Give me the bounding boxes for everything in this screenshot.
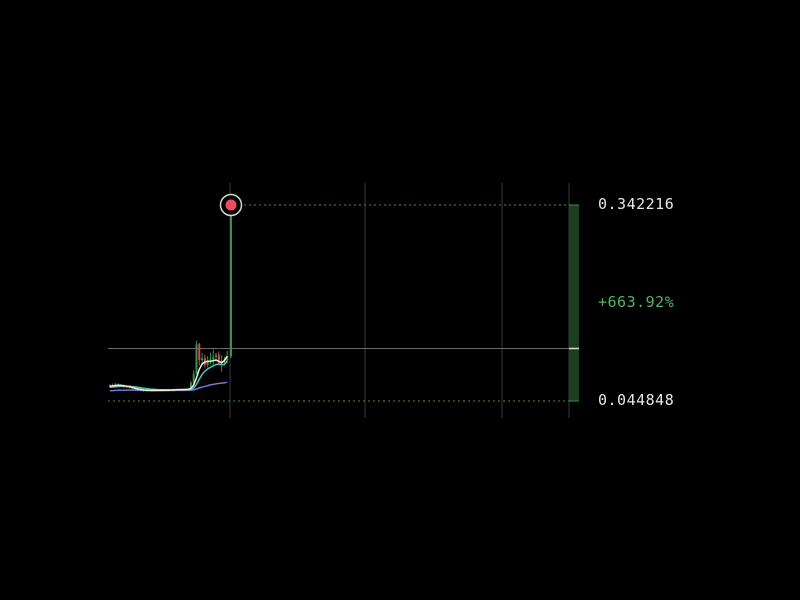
candle-body [226, 356, 229, 361]
spike-candle-body [230, 205, 232, 357]
candle-body [215, 354, 218, 357]
candle-body [217, 354, 220, 362]
candle-body [206, 360, 209, 365]
candle-body [198, 344, 201, 361]
grid [108, 183, 578, 418]
candle-body [201, 358, 204, 361]
candles [109, 205, 232, 392]
ma-fast-line [109, 355, 228, 392]
range-bar [569, 204, 579, 402]
candle-body [195, 344, 198, 374]
change-percent-label: +663.92% [598, 293, 675, 311]
candle-body [189, 382, 192, 390]
low-price-label: 0.044848 [598, 391, 675, 409]
last-price-marker[interactable] [219, 193, 243, 217]
candle-body [212, 356, 215, 360]
candle-body [209, 359, 212, 361]
marker-dot[interactable] [225, 199, 237, 211]
range-bar-fill [569, 205, 579, 401]
candle-body [220, 361, 223, 363]
high-price-label: 0.342216 [598, 195, 675, 213]
moving-averages [109, 355, 228, 392]
candle-body [192, 373, 195, 383]
